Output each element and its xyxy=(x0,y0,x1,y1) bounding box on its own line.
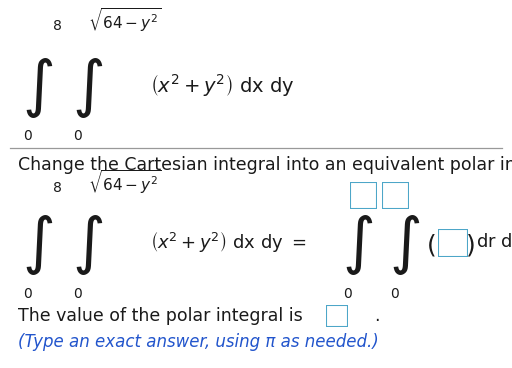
Text: $0$: $0$ xyxy=(23,287,33,301)
Text: $0$: $0$ xyxy=(73,287,83,301)
Text: $\int$: $\int$ xyxy=(343,213,374,277)
Text: .: . xyxy=(374,307,379,325)
Text: $\int$: $\int$ xyxy=(23,56,54,120)
Text: $($: $($ xyxy=(426,232,438,258)
Text: $8$: $8$ xyxy=(52,181,62,195)
Text: $\left(x^2 + y^2\right)$ dx dy $=$: $\left(x^2 + y^2\right)$ dx dy $=$ xyxy=(150,230,307,255)
Text: $\sqrt{64-y^2}$: $\sqrt{64-y^2}$ xyxy=(88,168,161,196)
Text: The value of the polar integral is: The value of the polar integral is xyxy=(18,307,303,325)
Text: $\left(x^2 + y^2\right)$ dx dy: $\left(x^2 + y^2\right)$ dx dy xyxy=(150,72,294,98)
Text: $0$: $0$ xyxy=(23,129,33,143)
Text: $0$: $0$ xyxy=(73,129,83,143)
Text: $\int$: $\int$ xyxy=(72,213,103,277)
Text: $\sqrt{64-y^2}$: $\sqrt{64-y^2}$ xyxy=(88,6,161,34)
Text: $0$: $0$ xyxy=(343,287,353,301)
Text: dr d$\theta$: dr d$\theta$ xyxy=(476,233,512,251)
Text: $\int$: $\int$ xyxy=(390,213,421,277)
Text: $)$: $)$ xyxy=(465,232,475,258)
Text: Change the Cartesian integral into an equivalent polar integral.: Change the Cartesian integral into an eq… xyxy=(18,156,512,174)
Text: $\int$: $\int$ xyxy=(23,213,54,277)
Text: $\int$: $\int$ xyxy=(72,56,103,120)
Text: (Type an exact answer, using π as needed.): (Type an exact answer, using π as needed… xyxy=(18,333,379,351)
Text: $0$: $0$ xyxy=(390,287,400,301)
Text: $8$: $8$ xyxy=(52,19,62,33)
